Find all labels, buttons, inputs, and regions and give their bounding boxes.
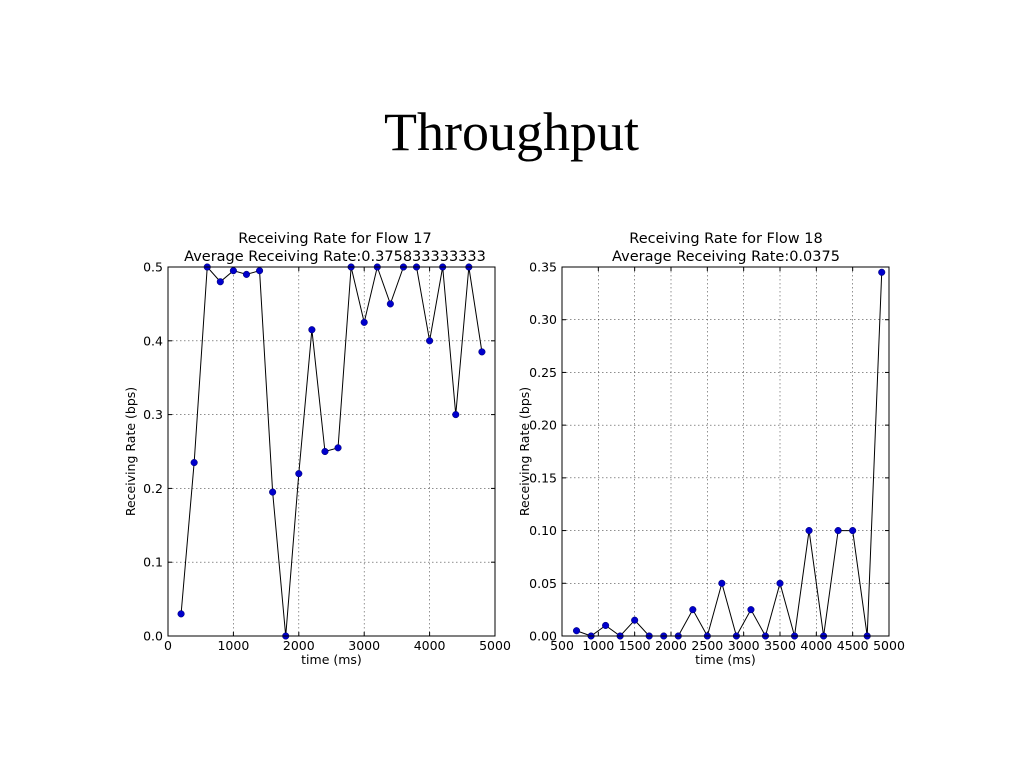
data-point [190, 459, 198, 467]
data-point [308, 326, 316, 334]
x-tick-label: 2000 [655, 638, 687, 653]
data-point [478, 348, 486, 356]
data-point [878, 268, 886, 276]
y-axis-label: Receiving Rate (bps) [123, 387, 138, 516]
y-axis-label: Receiving Rate (bps) [517, 387, 532, 516]
data-point [805, 527, 813, 535]
x-tick-label: 1000 [582, 638, 614, 653]
data-point [216, 278, 224, 286]
x-tick-label: 1500 [619, 638, 651, 653]
data-point [631, 616, 639, 624]
y-tick-label: 0.20 [529, 418, 557, 433]
chart-title: Receiving Rate for Flow 17 [238, 231, 431, 247]
y-tick-label: 0.05 [529, 576, 557, 591]
x-tick-label: 4000 [414, 638, 446, 653]
x-tick-label: 3000 [348, 638, 380, 653]
data-point [718, 579, 726, 587]
y-tick-label: 0.00 [529, 629, 557, 644]
y-tick-label: 0.10 [529, 523, 557, 538]
x-tick-label: 500 [550, 638, 574, 653]
y-tick-label: 0.35 [529, 260, 557, 275]
x-tick-label: 3500 [764, 638, 796, 653]
data-point [452, 411, 460, 419]
data-point [776, 579, 784, 587]
y-tick-label: 0.25 [529, 365, 557, 380]
plot-frame [561, 266, 890, 637]
data-point [426, 337, 434, 345]
data-point [242, 270, 251, 278]
y-tick-label: 0.15 [529, 470, 557, 485]
x-tick-label: 5000 [479, 638, 511, 653]
x-tick-label: 2500 [691, 638, 723, 653]
data-point [602, 621, 610, 630]
x-tick-label: 5000 [873, 638, 905, 653]
x-tick-label: 2000 [283, 638, 315, 653]
x-tick-label: 0 [164, 638, 172, 653]
data-point [572, 627, 581, 635]
data-point [849, 527, 857, 535]
chart-subtitle: Average Receiving Rate:0.0375 [612, 249, 840, 265]
x-tick-label: 3000 [728, 638, 760, 653]
data-point [269, 488, 277, 496]
data-point [177, 610, 185, 618]
data-point [386, 300, 394, 308]
slide-title: Throughput [384, 102, 639, 162]
x-tick-label: 4000 [800, 638, 832, 653]
y-tick-label: 0.2 [143, 481, 163, 496]
data-point [295, 470, 303, 478]
plot-frame [167, 266, 496, 637]
y-tick-label: 0.0 [143, 629, 163, 644]
data-point [689, 606, 697, 614]
series-line [576, 272, 883, 638]
x-axis-label: time (ms) [301, 652, 362, 667]
x-axis-label: time (ms) [695, 652, 756, 667]
y-tick-label: 0.5 [143, 260, 163, 275]
data-point [321, 447, 329, 456]
x-tick-label: 4500 [837, 638, 869, 653]
y-tick-label: 0.3 [143, 407, 163, 422]
data-point [360, 318, 368, 326]
y-tick-label: 0.1 [143, 555, 163, 570]
data-point [747, 606, 755, 614]
chart-subtitle: Average Receiving Rate:0.375833333333 [184, 249, 486, 265]
data-point [334, 444, 342, 452]
x-tick-label: 1000 [217, 638, 249, 653]
y-tick-label: 0.4 [143, 333, 163, 348]
y-tick-label: 0.30 [529, 312, 557, 327]
data-point [834, 527, 842, 535]
chart-title: Receiving Rate for Flow 18 [629, 231, 822, 247]
